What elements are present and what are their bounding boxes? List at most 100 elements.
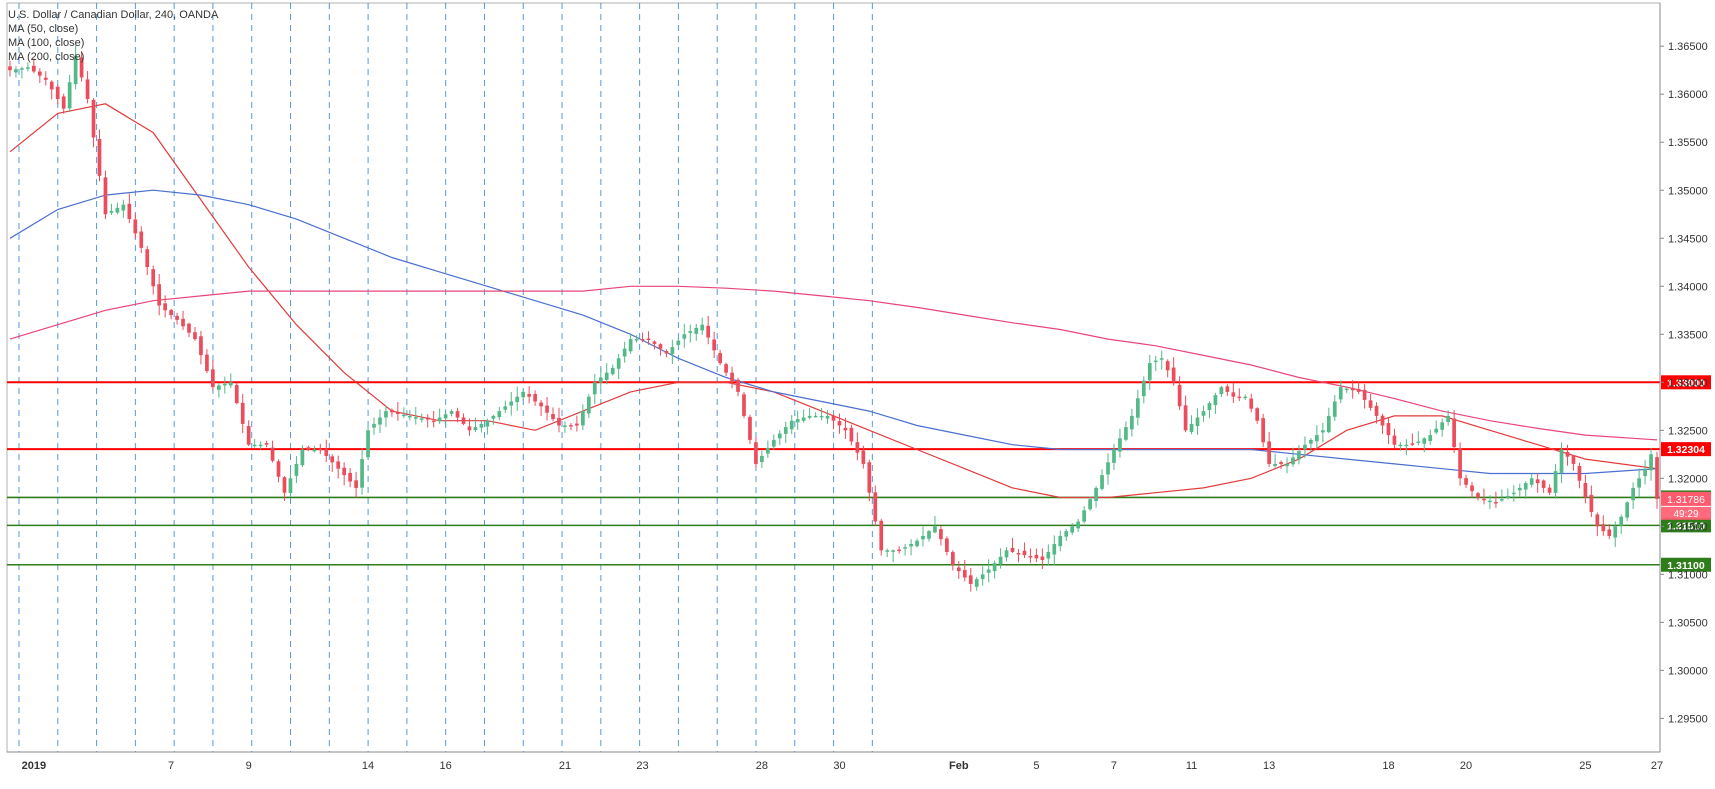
candle (1434, 420, 1439, 435)
candle (1482, 488, 1486, 505)
candle (1547, 484, 1552, 496)
candle-body (270, 447, 275, 461)
time-tick-label: 27 (1651, 760, 1663, 772)
candle (1398, 442, 1403, 451)
candle (1565, 444, 1570, 466)
candle (1494, 491, 1498, 508)
candle (551, 407, 555, 422)
candle-body (157, 284, 162, 306)
candle-body (968, 575, 973, 584)
candle-body (736, 379, 740, 392)
candle (1118, 428, 1122, 458)
candle (1458, 442, 1462, 486)
candle (115, 202, 120, 215)
candle (1583, 474, 1588, 504)
candle-body (891, 550, 896, 552)
candle-body (909, 543, 913, 547)
candle (1052, 535, 1057, 566)
candle (282, 476, 287, 501)
candle-body (378, 417, 382, 425)
candle-body (1452, 418, 1456, 448)
candle (945, 536, 949, 556)
candle (1135, 389, 1140, 426)
time-tick-label: 7 (168, 760, 174, 772)
candle-body (1535, 479, 1540, 484)
candle (491, 414, 496, 425)
candle-body (712, 339, 716, 351)
candle (1631, 482, 1635, 510)
candle-body (861, 450, 866, 464)
price-tick-label: 1.31000 (1668, 569, 1708, 581)
candle-body (1500, 499, 1504, 501)
candle-body (372, 423, 376, 428)
candle-body (85, 79, 90, 100)
candle (1309, 438, 1313, 452)
ma100-line (9, 189, 1658, 475)
candle-body (26, 67, 30, 69)
candle-body (1225, 386, 1230, 392)
candle-body (1464, 478, 1468, 485)
candle (545, 397, 549, 421)
candle (819, 407, 824, 421)
candle (49, 80, 54, 100)
candle (1165, 359, 1170, 378)
candle (14, 65, 18, 78)
candle (372, 417, 376, 435)
candle-body (1016, 553, 1021, 555)
candle-body (485, 420, 490, 427)
candle (246, 420, 251, 447)
candle-body (831, 415, 836, 421)
candle-body (1386, 423, 1391, 436)
candle-body (933, 526, 937, 533)
ma100-legend: MA (100, close) (8, 37, 85, 49)
candle (903, 543, 907, 556)
candle-body (873, 492, 878, 522)
candle (1326, 407, 1331, 434)
candle (1112, 443, 1116, 470)
candle-body (97, 138, 102, 176)
candle-body (1267, 441, 1271, 464)
time-tick-label: 7 (1111, 760, 1117, 772)
candle-body (1183, 405, 1188, 431)
price-tick-label: 1.34500 (1668, 233, 1708, 245)
candle-body (1213, 395, 1218, 406)
candle-body (1523, 483, 1528, 490)
candle (1470, 482, 1474, 499)
candle-body (652, 341, 657, 344)
candle (1315, 425, 1319, 449)
candle-body (1356, 388, 1361, 392)
countdown-badge (1661, 506, 1711, 520)
candle (437, 408, 442, 424)
candle (1022, 542, 1027, 559)
candle (222, 376, 227, 394)
candle (909, 539, 913, 556)
candle-body (903, 547, 907, 549)
candle (378, 409, 382, 434)
candle-body (49, 81, 54, 90)
candle-body (1601, 524, 1606, 532)
candle-body (557, 417, 561, 426)
candle-body (1165, 361, 1170, 371)
candle-body (1034, 554, 1039, 559)
candle (1541, 479, 1546, 493)
candle-body (1589, 494, 1594, 512)
candle (610, 364, 615, 376)
candle-body (1261, 418, 1266, 443)
candle-body (1541, 480, 1546, 488)
candle (276, 459, 281, 483)
candle (211, 359, 215, 391)
candle (927, 530, 931, 542)
candle-body (1559, 449, 1564, 473)
candle (825, 410, 830, 424)
candle-body (67, 82, 72, 109)
candle (234, 383, 239, 405)
candle-body (1159, 358, 1164, 360)
candle-body (1052, 543, 1057, 555)
candle (861, 445, 866, 469)
candle (1070, 523, 1075, 536)
candle-body (592, 382, 597, 395)
candle-body (1553, 471, 1558, 493)
candle (1613, 521, 1618, 547)
